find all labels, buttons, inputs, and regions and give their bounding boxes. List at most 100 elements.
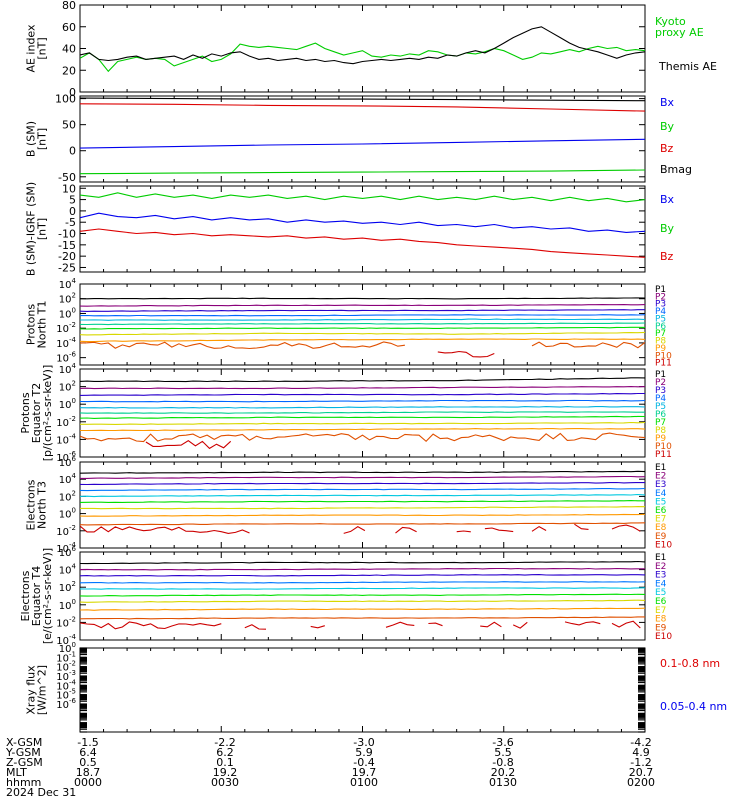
series-line-e7 — [80, 506, 645, 510]
footer-label-hhmm: hhmm — [6, 776, 42, 789]
legend-entry: P10 — [655, 442, 672, 452]
legend-entry: Kyoto — [655, 15, 686, 28]
y-axis-title: Equator T2 — [30, 383, 43, 443]
y-tick-label: 10-4 — [56, 633, 76, 647]
y-tick-label: -5 — [65, 216, 76, 229]
legend-entry: E1 — [655, 553, 666, 563]
z-gsm-value: -1.2 — [630, 756, 652, 769]
legend-entry: E4 — [655, 489, 667, 499]
legend-entry: P10 — [655, 351, 672, 361]
legend-entry: E5 — [655, 588, 666, 598]
y-tick-label: 0 — [69, 86, 76, 99]
y-tick-label: -50 — [58, 171, 76, 184]
legend-entry: E2 — [655, 472, 666, 482]
y-tick-label: 10-6 — [56, 351, 76, 365]
series-line-p11 — [437, 350, 495, 358]
legend-entry: E9 — [655, 623, 667, 633]
y-gsm-value: 6.2 — [216, 746, 234, 759]
series-line-p10 — [80, 432, 645, 443]
y-tick-label: -15 — [58, 239, 76, 252]
legend-entry: P9 — [655, 434, 666, 444]
y-tick-label: 102 — [59, 580, 76, 594]
series-group — [80, 26, 645, 73]
legend-entry: E3 — [655, 480, 666, 490]
y-tick-label: 102 — [59, 380, 76, 394]
legend-entry: proxy AE — [655, 26, 704, 39]
y-tick-label: 40 — [62, 43, 76, 56]
y-tick-label: 10-4 — [56, 432, 76, 446]
series-line-bmag — [80, 97, 645, 102]
legend-entry: E10 — [655, 632, 672, 642]
y-tick-label: 10-6 — [56, 697, 76, 711]
series-line-e10 — [611, 620, 641, 629]
x-gsm-value: -3.6 — [492, 736, 514, 749]
y-tick-label: 104 — [59, 277, 77, 291]
legend-entry: P4 — [655, 307, 666, 317]
y-tick-label: 10-2 — [56, 615, 76, 629]
series-line-e1 — [80, 470, 645, 474]
series-line-p5 — [80, 406, 645, 409]
series-line-p2 — [80, 304, 645, 307]
y-axis-title: AE index — [25, 24, 38, 73]
series-line-p9 — [80, 428, 645, 432]
y-tick-label: 104 — [59, 472, 77, 486]
legend-entry: E7 — [655, 606, 666, 616]
footer-row-z-gsm: Z-GSM 0.5 0.1 -0.4 -0.8 -1.2 — [0, 756, 750, 769]
series-group — [80, 97, 645, 175]
y-tick-label: 100 — [59, 306, 76, 320]
series-line-p6 — [80, 411, 645, 414]
legend-entry: E8 — [655, 523, 667, 533]
series-line-e5 — [80, 493, 645, 498]
legend-entry: P6 — [655, 322, 666, 332]
legend-entry: P3 — [655, 300, 666, 310]
series-line-p10 — [80, 341, 405, 350]
panel-frame — [79, 461, 646, 549]
y-axis-title: Electrons — [19, 570, 32, 621]
y-tick-label: 10-1 — [56, 650, 76, 664]
series-group — [80, 560, 645, 630]
footer-row-date: 2024 Dec 31 — [0, 787, 750, 798]
series-line-e6 — [80, 500, 645, 503]
legend-entry: P1 — [655, 285, 666, 295]
y-axis-title: Electrons — [25, 479, 38, 530]
y-tick-label: 10-3 — [56, 669, 76, 683]
legend-entry: P1 — [655, 370, 666, 380]
series-line-e4 — [80, 487, 645, 492]
series-line-e10 — [480, 621, 502, 628]
hhmm-value: 0000 — [74, 776, 102, 789]
series-line-e10 — [80, 525, 250, 534]
legend-entry: P6 — [655, 410, 666, 420]
legend-entry: Bx — [660, 96, 675, 109]
y-axis-title: North T1 — [36, 301, 49, 349]
series-group — [80, 377, 645, 450]
y-tick-label: 20 — [62, 64, 76, 77]
series-line-p9 — [80, 338, 645, 343]
y-tick-label: 80 — [62, 0, 76, 12]
series-line-p5 — [80, 318, 645, 321]
legend-entry: By — [660, 222, 675, 235]
series-line-p3 — [80, 392, 645, 396]
series-group — [80, 192, 645, 258]
legend-entry: Bmag — [660, 163, 692, 176]
y-gsm-value: 6.4 — [79, 746, 97, 759]
legend-entry: P11 — [655, 359, 672, 369]
legend-entry: E5 — [655, 497, 666, 507]
legend-entry: Bz — [660, 250, 674, 263]
legend-entry: E3 — [655, 571, 666, 581]
legend-entry: E7 — [655, 515, 666, 525]
y-tick-label: 100 — [59, 507, 76, 521]
hhmm-value: 0130 — [489, 776, 517, 789]
y-axis-title: North T3 — [36, 481, 49, 529]
legend-entry: P11 — [655, 450, 672, 460]
y-tick-label: 100 — [55, 93, 76, 106]
series-line-e9 — [80, 522, 645, 526]
z-gsm-value: 0.5 — [79, 756, 97, 769]
legend-entry: P5 — [655, 314, 666, 324]
hhmm-value: 0030 — [211, 776, 239, 789]
series-line-p1 — [80, 297, 645, 300]
